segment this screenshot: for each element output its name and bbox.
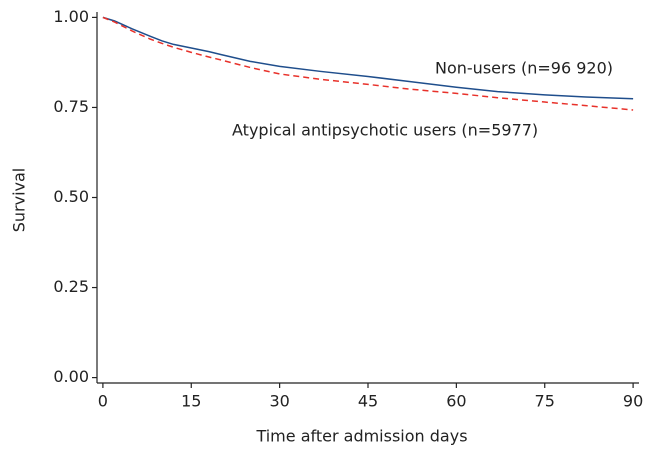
x-tick-label: 30 — [269, 392, 289, 411]
y-axis-label: Survival — [10, 168, 29, 233]
y-tick-label: 0.75 — [53, 97, 89, 116]
series-label: Atypical antipsychotic users (n=5977) — [232, 121, 538, 140]
x-axis-label: Time after admission days — [255, 427, 467, 446]
x-tick-label: 60 — [446, 392, 466, 411]
x-tick-label: 15 — [181, 392, 201, 411]
y-tick-label: 0.25 — [53, 277, 89, 296]
y-tick-label: 1.00 — [53, 7, 89, 26]
y-tick-label: 0.00 — [53, 367, 89, 386]
series-label: Non-users (n=96 920) — [435, 59, 613, 78]
x-tick-label: 90 — [623, 392, 643, 411]
survival-curve — [102, 16, 634, 111]
y-tick-label: 0.50 — [53, 187, 89, 206]
x-tick-label: 45 — [358, 392, 378, 411]
survival-curve — [102, 16, 634, 100]
x-tick-label: 75 — [535, 392, 555, 411]
x-tick-label: 0 — [98, 392, 108, 411]
